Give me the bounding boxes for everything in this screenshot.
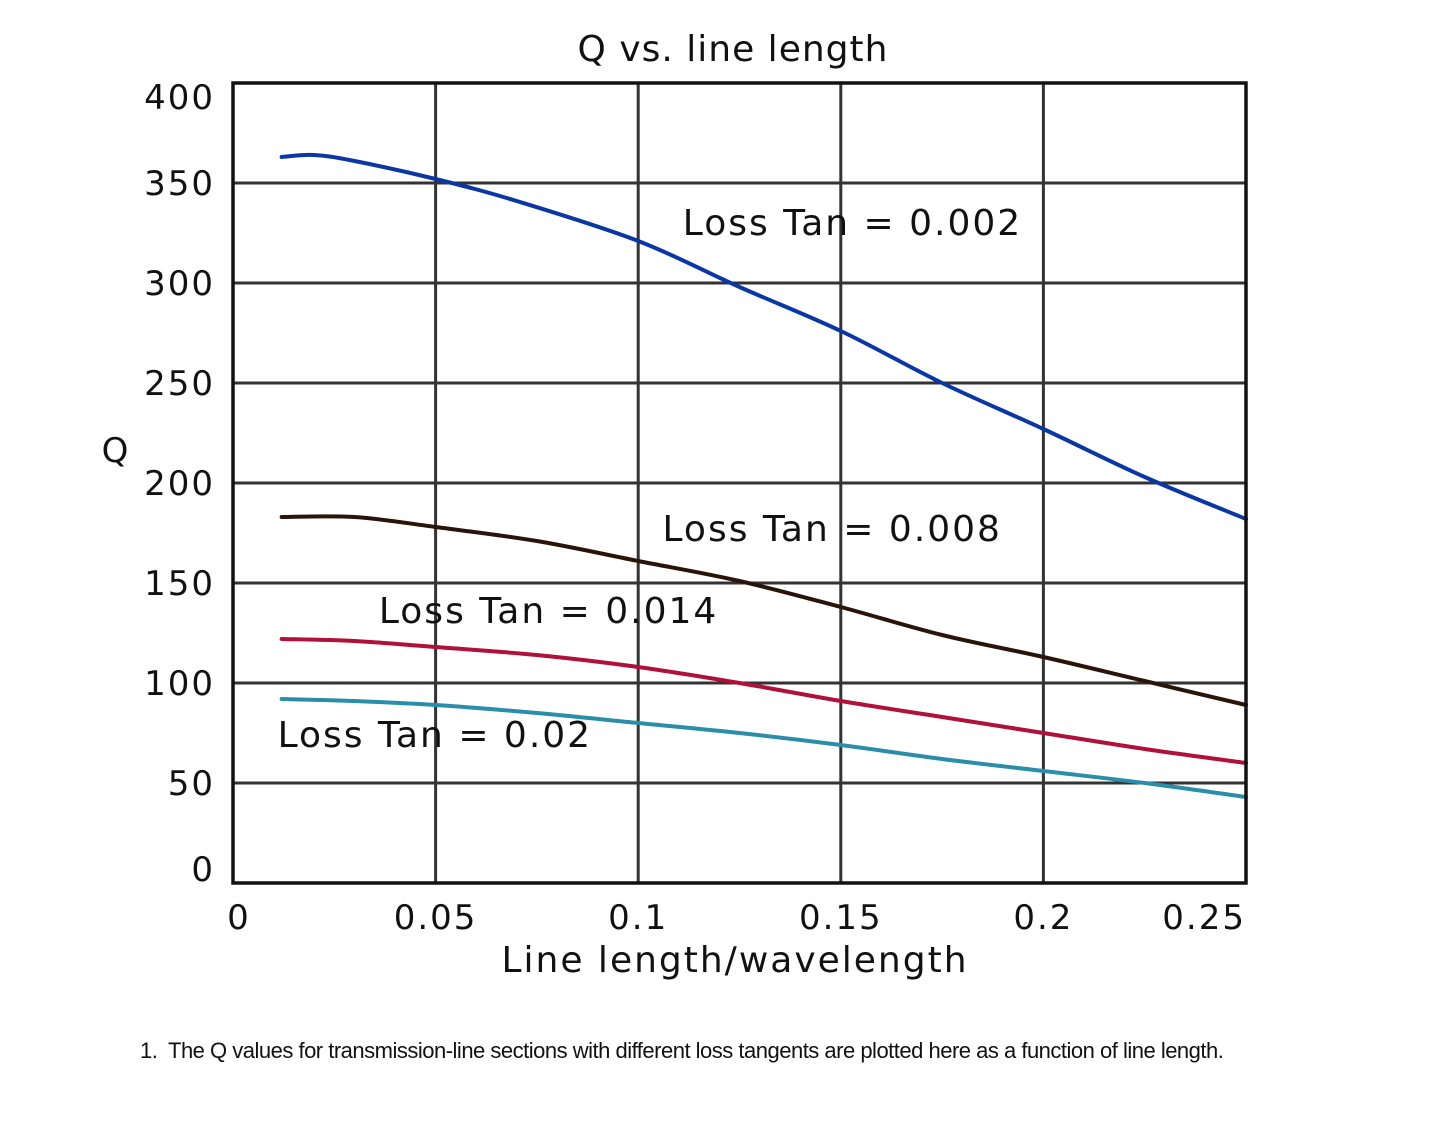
y-tick-label: 100 xyxy=(144,664,215,704)
y-tick-label: 200 xyxy=(144,464,215,504)
series-line xyxy=(279,152,1248,521)
series-label: Loss Tan = 0.002 xyxy=(683,203,1022,244)
series-line xyxy=(279,514,1248,707)
y-tick-label: 150 xyxy=(144,564,215,604)
figure-caption: 1. The Q values for transmission-line se… xyxy=(140,1036,1260,1066)
x-tick-label: 0.15 xyxy=(799,898,883,938)
caption-number: 1. xyxy=(140,1038,158,1063)
y-tick-label: 0 xyxy=(191,850,215,890)
y-tick-label: 350 xyxy=(144,164,215,204)
x-tick-label: 0.05 xyxy=(394,898,478,938)
series-lines xyxy=(279,152,1248,799)
x-tick-label: 0 xyxy=(227,898,251,938)
chart-title: Q vs. line length xyxy=(578,29,889,70)
series-label: Loss Tan = 0.014 xyxy=(379,591,718,632)
x-axis-label: Line length/wavelength xyxy=(501,940,968,981)
x-tick-label: 0.2 xyxy=(1013,898,1073,938)
series-line xyxy=(279,637,1248,765)
y-tick-label: 400 xyxy=(144,78,215,118)
x-tick-label: 0.1 xyxy=(608,898,668,938)
series-line xyxy=(279,697,1248,799)
series-label: Loss Tan = 0.008 xyxy=(663,509,1002,550)
x-tick-label: 0.25 xyxy=(1162,898,1246,938)
y-tick-label: 300 xyxy=(144,264,215,304)
y-tick-label: 250 xyxy=(144,364,215,404)
y-axis-label: Q xyxy=(102,431,129,471)
y-tick-label: 50 xyxy=(168,764,215,804)
caption-text: The Q values for transmission-line secti… xyxy=(168,1038,1224,1063)
x-axis-ticks: 0 0.05 0.1 0.15 0.2 0.25 xyxy=(227,898,1246,938)
series-label: Loss Tan = 0.02 xyxy=(278,715,593,756)
plot-frame xyxy=(231,81,1248,885)
series-labels: Loss Tan = 0.002 Loss Tan = 0.008 Loss Tan… xyxy=(278,203,1022,756)
y-axis-ticks: 0 50 100 150 200 250 300 350 400 xyxy=(144,78,215,890)
